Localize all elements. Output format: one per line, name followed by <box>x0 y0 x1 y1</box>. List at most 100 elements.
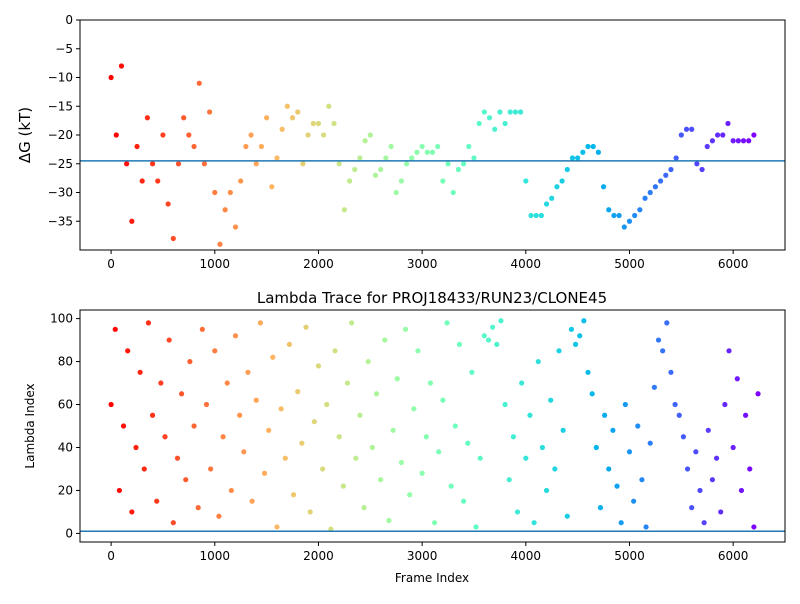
data-point <box>326 103 332 109</box>
dg-y-ticks: 0 −5 −10 −15 −20 −25 −30 −35 <box>48 13 80 228</box>
data-point <box>212 348 218 354</box>
data-point <box>523 178 529 184</box>
data-point <box>196 80 202 86</box>
data-point <box>616 212 622 219</box>
data-point <box>149 412 156 418</box>
data-point <box>747 466 753 472</box>
data-point <box>709 138 716 144</box>
data-point <box>471 155 477 161</box>
data-point <box>352 166 358 173</box>
data-point <box>336 161 342 167</box>
data-point <box>543 201 550 207</box>
data-point <box>631 498 637 504</box>
data-point <box>155 178 161 184</box>
y-tick-label: −15 <box>48 99 73 113</box>
data-point <box>435 143 441 150</box>
data-point <box>718 509 724 515</box>
data-point <box>212 189 218 196</box>
data-point <box>261 470 268 476</box>
data-point <box>346 178 353 184</box>
data-point <box>300 161 306 167</box>
data-point <box>336 434 342 440</box>
data-point <box>241 449 247 455</box>
data-point <box>664 320 670 326</box>
data-point <box>124 161 130 167</box>
data-point <box>390 427 396 433</box>
data-point <box>606 466 612 472</box>
data-point <box>175 161 182 167</box>
dg-x-ticks: 0 1000 2000 3000 4000 5000 6000 <box>107 250 748 271</box>
data-point <box>139 178 145 184</box>
data-point <box>689 126 695 132</box>
data-point <box>519 380 525 386</box>
data-point <box>365 358 371 365</box>
data-point <box>394 376 400 382</box>
data-point <box>740 138 747 144</box>
data-point <box>755 391 761 397</box>
data-point <box>149 161 156 167</box>
data-point <box>651 384 657 390</box>
data-point <box>668 166 674 173</box>
data-point <box>310 120 316 127</box>
data-point <box>502 120 508 127</box>
data-point <box>611 212 617 219</box>
data-point <box>398 178 404 184</box>
data-point <box>199 326 205 332</box>
data-point <box>514 509 521 515</box>
data-point <box>657 178 664 184</box>
data-point <box>311 419 317 425</box>
lambda-x-label: Frame Index <box>395 571 469 585</box>
data-point <box>362 138 368 144</box>
data-point <box>415 348 421 354</box>
data-point <box>580 149 586 155</box>
data-point <box>676 412 682 418</box>
data-point <box>552 466 558 472</box>
data-point <box>444 320 450 326</box>
data-point <box>307 509 313 515</box>
data-point <box>195 505 201 511</box>
data-point <box>523 455 529 461</box>
data-point <box>632 212 638 219</box>
data-point <box>344 380 351 386</box>
data-point <box>341 207 347 213</box>
x-tick-label: 0 <box>107 257 115 271</box>
data-point <box>647 440 653 446</box>
x-tick-label: 6000 <box>718 257 749 271</box>
data-point <box>746 138 752 144</box>
data-point <box>160 132 166 138</box>
data-point <box>186 132 192 138</box>
data-point <box>232 333 239 339</box>
x-tick-label: 5000 <box>614 549 645 563</box>
data-point <box>492 126 498 132</box>
data-point <box>328 526 334 532</box>
data-point <box>709 477 716 483</box>
data-point <box>507 109 513 115</box>
data-point <box>548 397 554 403</box>
data-point <box>411 406 417 412</box>
data-point <box>290 492 297 498</box>
data-point <box>593 444 599 451</box>
data-point <box>527 412 533 418</box>
data-point <box>187 358 193 365</box>
data-point <box>743 412 749 418</box>
data-point <box>715 132 721 138</box>
data-point <box>655 337 662 343</box>
data-point <box>108 401 114 408</box>
data-point <box>274 155 280 161</box>
data-point <box>490 324 496 330</box>
data-point <box>320 466 326 472</box>
data-point <box>600 184 607 190</box>
data-point <box>639 477 645 483</box>
data-point <box>683 126 690 132</box>
data-point <box>206 109 213 115</box>
data-point <box>423 434 429 440</box>
data-point <box>357 412 363 418</box>
data-point <box>166 337 172 343</box>
data-point <box>378 477 384 483</box>
data-point <box>257 320 263 326</box>
data-point <box>129 509 135 515</box>
data-point <box>357 155 363 161</box>
data-point <box>427 380 434 386</box>
data-point <box>315 363 322 369</box>
